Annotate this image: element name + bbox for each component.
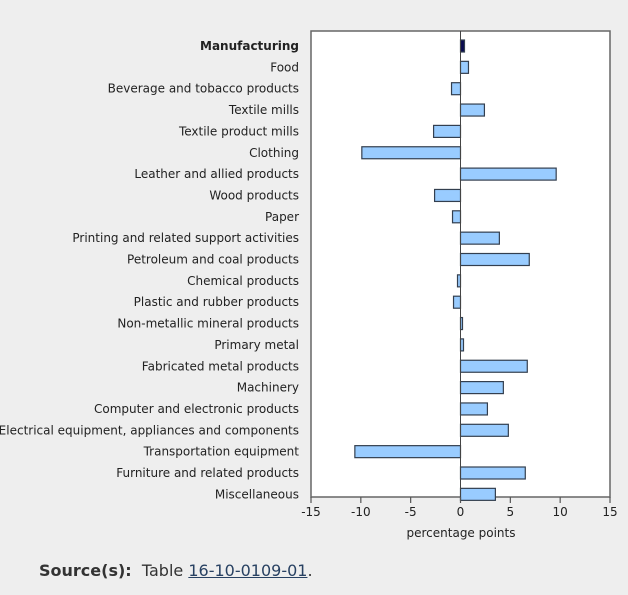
category-label: Printing and related support activities: [72, 231, 299, 245]
category-label: Computer and electronic products: [94, 402, 299, 416]
bar-4: [432, 124, 462, 139]
x-axis-label: percentage points: [407, 526, 516, 540]
category-label: Transportation equipment: [143, 445, 300, 459]
bar-chart: Manufacturing Food Beverage and tobacco pr…: [0, 30, 618, 540]
category-label: Primary metal: [214, 338, 299, 352]
category-label: Chemical products: [187, 274, 299, 288]
bar-7: [433, 188, 462, 203]
source-suffix: .: [307, 561, 313, 580]
x-tick-label: 10: [553, 505, 568, 519]
bar-1: [459, 60, 470, 74]
x-tick-label: 0: [457, 505, 465, 519]
bar-18: [459, 423, 509, 437]
bar-2: [450, 82, 462, 96]
category-label: Food: [270, 60, 299, 74]
category-label: Electrical equipment, appliances and com…: [0, 423, 299, 437]
category-label: Manufacturing: [200, 39, 299, 53]
bar-21: [459, 487, 496, 501]
source-text: Table: [141, 561, 184, 580]
category-label: Fabricated metal products: [142, 359, 299, 373]
category-label: Textile product mills: [178, 124, 299, 138]
bar-16: [459, 381, 504, 395]
x-tick-label: 5: [507, 505, 515, 519]
x-tick-label: 15: [602, 505, 617, 519]
category-label: Machinery: [237, 381, 299, 395]
bar-5: [361, 146, 462, 160]
category-label: Non-metallic mineral products: [117, 317, 299, 331]
category-label: Petroleum and coal products: [127, 253, 299, 267]
bar-3: [459, 103, 486, 117]
category-label: Plastic and rubber products: [134, 295, 299, 309]
bar-19: [354, 445, 462, 459]
source-table-link[interactable]: 16-10-0109-01: [188, 561, 308, 580]
category-label: Beverage and tobacco products: [108, 82, 299, 96]
x-tick-label: -15: [301, 505, 321, 519]
bar-20: [459, 466, 526, 480]
bar-12: [452, 295, 462, 309]
source-label: Source(s):: [39, 561, 132, 580]
bar-8: [451, 210, 462, 224]
category-label: Wood products: [209, 188, 299, 202]
category-label: Textile mills: [228, 103, 299, 117]
bar-17: [459, 402, 489, 416]
source-line: Source(s): Table 16-10-0109-01.: [39, 561, 313, 580]
category-label: Miscellaneous: [215, 487, 299, 501]
x-tick-label: -10: [351, 505, 371, 519]
bar-0: [459, 39, 466, 53]
x-tick-label: -5: [405, 505, 417, 519]
bar-15: [459, 359, 528, 373]
category-label: Furniture and related products: [116, 466, 299, 480]
bar-9: [459, 231, 500, 245]
bar-10: [459, 252, 530, 267]
bar-6: [459, 167, 557, 181]
category-label: Clothing: [249, 146, 299, 160]
category-label: Leather and allied products: [134, 167, 299, 181]
category-label: Paper: [265, 210, 299, 224]
